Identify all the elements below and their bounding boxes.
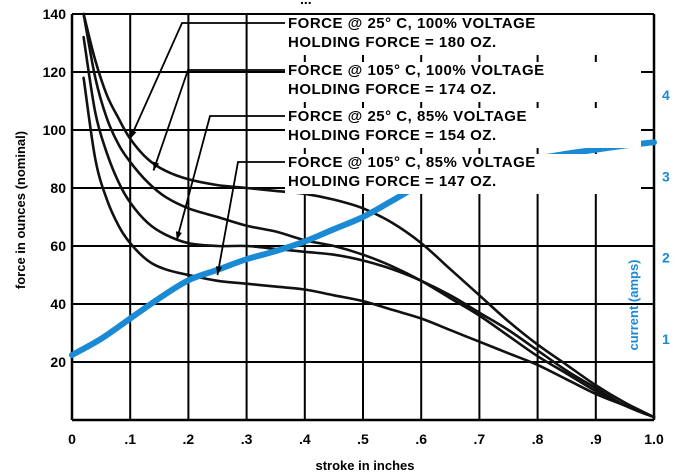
y2-tick-label: 2 — [662, 250, 670, 266]
x-tick-label: .8 — [532, 431, 544, 447]
y-tick-label: 60 — [50, 238, 66, 254]
x-tick-label: .5 — [357, 431, 369, 447]
y-tick-label: 40 — [50, 296, 66, 312]
leader-line — [129, 22, 286, 140]
force-line-4 — [82, 76, 656, 419]
annotation-holding-force: HOLDING FORCE = 154 OZ. — [288, 127, 497, 144]
x-tick-label: .9 — [590, 431, 602, 447]
chart-title-fragment: ... — [300, 0, 312, 7]
annotation-background — [285, 15, 641, 55]
y-tick-label: 120 — [43, 64, 67, 80]
annotation-series-name: FORCE @ 25° C, 100% VOLTAGE — [288, 15, 536, 32]
y2-tick-label: 3 — [662, 168, 670, 184]
y2-tick-label: 4 — [662, 87, 670, 103]
series-annotations: FORCE @ 25° C, 100% VOLTAGE HOLDING FORCE… — [285, 15, 641, 194]
y2-tick-label: 1 — [662, 331, 670, 347]
force-line-3 — [82, 35, 656, 419]
annotation-holding-force: HOLDING FORCE = 180 OZ. — [288, 34, 497, 51]
force-line-2 — [82, 12, 656, 419]
leader-arrowhead — [153, 161, 160, 171]
leader-arrowhead — [215, 266, 223, 275]
annotation-series-name: FORCE @ 25° C, 85% VOLTAGE — [288, 108, 527, 125]
leader-lines — [129, 22, 286, 276]
y-tick-label: 20 — [50, 354, 66, 370]
leader-line — [216, 161, 286, 276]
y-tick-label: 140 — [43, 6, 67, 22]
y-axis-label: force in ounces (nominal) — [13, 131, 28, 289]
annotation-background — [285, 154, 641, 194]
force-line-1 — [82, 12, 656, 419]
y-tick-label: 100 — [43, 122, 67, 138]
x-tick-label: .4 — [299, 431, 311, 447]
x-tick-label: .1 — [124, 431, 136, 447]
annotation-background — [285, 108, 641, 148]
x-tick-label: 1.0 — [644, 431, 664, 447]
annotation-series-name: FORCE @ 105° C, 85% VOLTAGE — [288, 154, 536, 171]
leader-line — [175, 115, 286, 241]
y-tick-label: 80 — [50, 180, 66, 196]
x-tick-label: .7 — [474, 431, 486, 447]
leader-line — [152, 69, 286, 171]
x-axis-label: stroke in inches — [316, 458, 415, 473]
leader-arrowhead — [175, 231, 182, 241]
annotation-series-name: FORCE @ 105° C, 100% VOLTAGE — [288, 62, 545, 79]
tick-labels: 0 .1 .2 .3 .4 .5 .6 .7 .8 .9 1.0 20 40 60 80 100 120 140 1… — [43, 6, 670, 447]
x-tick-label: .6 — [415, 431, 427, 447]
leader-arrowhead — [130, 129, 137, 139]
annotation-background — [285, 62, 641, 102]
annotation-holding-force: HOLDING FORCE = 174 OZ. — [288, 81, 497, 98]
x-tick-label: .2 — [183, 431, 195, 447]
annotation-holding-force: HOLDING FORCE = 147 OZ. — [288, 173, 497, 190]
y2-axis-label: current (amps) — [626, 259, 641, 350]
x-tick-label: .3 — [241, 431, 253, 447]
x-tick-label: 0 — [68, 431, 76, 447]
